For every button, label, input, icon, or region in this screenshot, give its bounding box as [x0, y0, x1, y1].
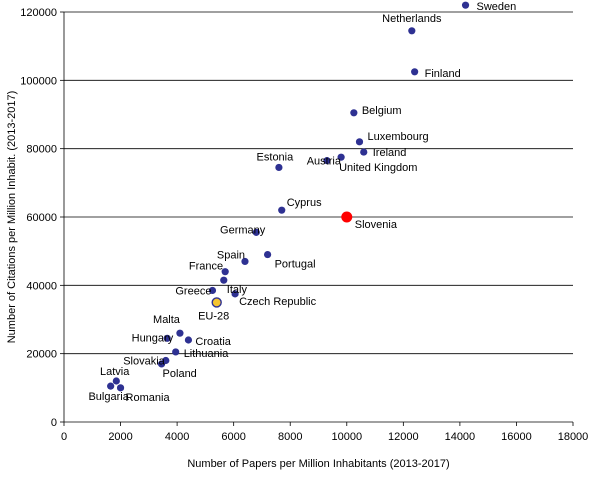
data-point-belgium: [350, 109, 358, 117]
y-axis-title: Number of Citations per Million Inhabit.…: [6, 91, 18, 344]
point-label-germany: Germany: [220, 224, 266, 236]
x-tick-label: 18000: [558, 431, 589, 443]
x-tick-label: 8000: [278, 431, 302, 443]
x-tick-label: 0: [61, 431, 67, 443]
data-points: [107, 1, 470, 392]
point-label-romania: Romania: [126, 392, 171, 404]
y-tick-label: 40000: [26, 280, 57, 292]
point-label-bulgaria: Bulgaria: [88, 391, 129, 403]
point-label-portugal: Portugal: [275, 259, 316, 271]
x-axis-title: Number of Papers per Million Inhabitants…: [187, 458, 449, 470]
data-point-italy: [220, 276, 228, 284]
data-point-portugal: [264, 250, 272, 259]
point-label-spain: Spain: [217, 249, 245, 261]
x-tick-label: 16000: [501, 431, 532, 443]
data-point-france: [221, 268, 229, 276]
data-point-hungary: [163, 334, 171, 342]
y-tick-label: 60000: [26, 212, 57, 224]
data-point-cyprus: [278, 206, 286, 214]
point-label-sweden: Sweden: [477, 1, 517, 13]
data-point-czech-republic: [231, 290, 239, 298]
data-point-netherlands: [408, 27, 416, 35]
data-point-spain: [241, 257, 249, 266]
point-label-lithuania: Lithuania: [184, 348, 230, 360]
point-label-belgium: Belgium: [362, 105, 402, 117]
point-label-croatia: Croatia: [195, 336, 231, 348]
x-tick-label: 2000: [108, 431, 132, 443]
data-point-eu-28: [211, 297, 222, 308]
point-label-luxembourg: Luxembourg: [368, 131, 429, 143]
point-label-czech-republic: Czech Republic: [239, 296, 317, 308]
point-label-latvia: Latvia: [100, 366, 130, 378]
point-label-hungary: Hungary: [132, 332, 174, 344]
data-point-greece: [208, 286, 217, 295]
axes: [60, 11, 574, 426]
x-tick-label: 14000: [445, 431, 476, 443]
data-point-finland: [411, 68, 419, 76]
data-point-lithuania: [172, 348, 180, 356]
point-label-finland: Finland: [425, 68, 461, 80]
point-label-cyprus: Cyprus: [287, 197, 322, 209]
x-tick-label: 10000: [331, 431, 362, 443]
point-label-netherlands: Netherlands: [382, 13, 442, 25]
point-label-greece: Greece: [175, 285, 211, 297]
x-tick-label: 12000: [388, 431, 419, 443]
data-point-germany: [252, 228, 260, 236]
data-point-sweden: [461, 1, 470, 9]
data-point-latvia: [112, 377, 120, 385]
x-tick-labels: 0 2000 4000 6000 8000 10000 12000 14000 16000 180…: [61, 431, 588, 443]
y-tick-labels: 0 20000 40000 60000 80000 100000 120000: [20, 7, 57, 429]
point-label-france: France: [189, 261, 223, 273]
data-point-estonia: [275, 163, 283, 172]
y-tick-label: 120000: [20, 7, 57, 19]
x-tick-label: 6000: [221, 431, 245, 443]
data-point-austria: [323, 157, 331, 165]
point-label-ireland: Ireland: [373, 147, 407, 159]
data-point-luxembourg: [355, 138, 364, 146]
y-tick-label: 100000: [20, 75, 57, 87]
y-tick-label: 20000: [26, 349, 57, 361]
point-label-slovakia: Slovakia: [123, 356, 165, 368]
point-label-austria: Austria: [307, 156, 342, 168]
data-point-united-kingdom: [337, 153, 345, 161]
point-labels: Sweden Netherlands Finland Belgium Luxembour…: [88, 1, 516, 404]
point-label-eu-28: EU-28: [198, 310, 229, 322]
data-point-ireland: [360, 148, 368, 156]
data-point-romania: [116, 384, 125, 392]
y-tick-label: 80000: [26, 144, 57, 156]
point-label-slovenia: Slovenia: [355, 219, 398, 231]
data-point-bulgaria: [107, 382, 115, 390]
point-label-united-kingdom: United Kingdom: [339, 162, 417, 174]
data-point-malta: [176, 329, 184, 337]
data-point-slovenia: [341, 211, 353, 223]
point-label-italy: Italy: [227, 284, 248, 296]
data-point-poland: [157, 360, 166, 368]
point-label-estonia: Estonia: [257, 151, 295, 163]
point-label-poland: Poland: [163, 368, 197, 380]
point-label-malta: Malta: [153, 314, 181, 326]
x-tick-label: 4000: [165, 431, 189, 443]
y-tick-label: 0: [51, 417, 57, 429]
gridlines: [64, 11, 573, 355]
data-point-croatia: [184, 336, 193, 344]
